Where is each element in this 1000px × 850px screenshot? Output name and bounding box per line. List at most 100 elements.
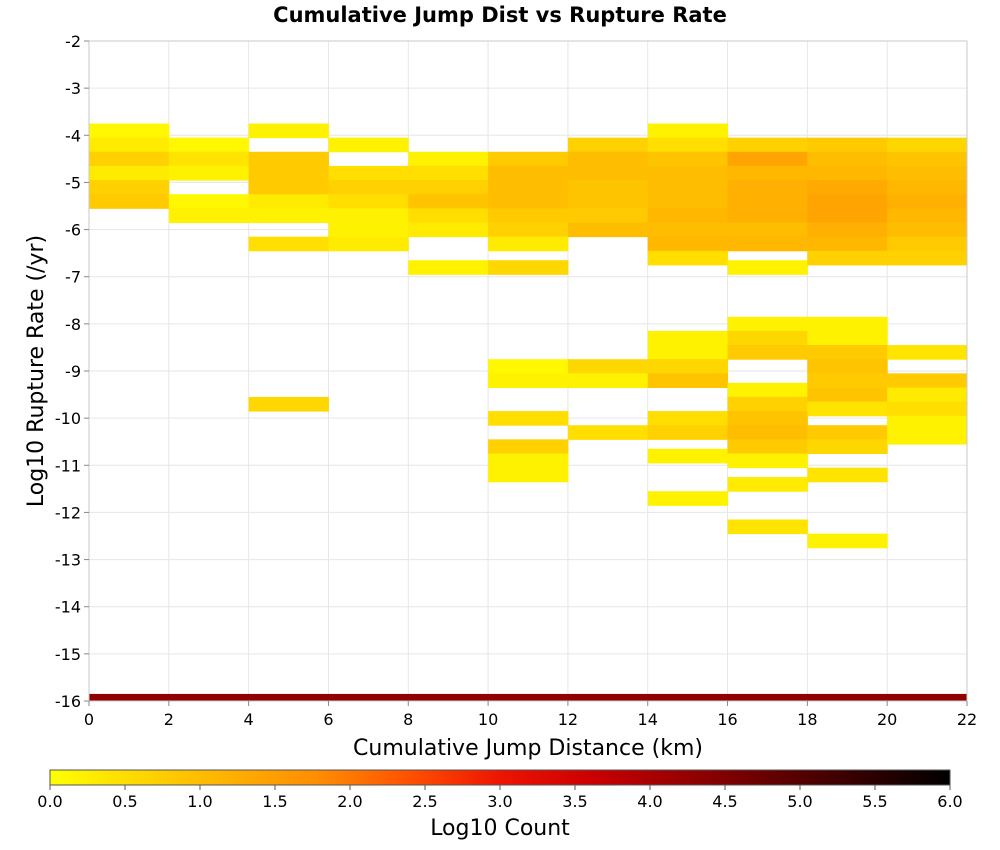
heatmap-cell	[488, 467, 569, 483]
x-tick-label: 16	[717, 710, 737, 729]
heatmap-cell	[168, 693, 250, 701]
heatmap-cell	[248, 123, 329, 139]
heatmap-cell	[647, 236, 729, 252]
colorbar-tick-label: 0.5	[112, 792, 137, 811]
heatmap-cell	[887, 151, 967, 167]
y-tick-label: -3	[65, 79, 81, 98]
heatmap-cell	[647, 165, 729, 181]
y-tick-label: -16	[55, 692, 81, 711]
heatmap-cell	[408, 260, 489, 275]
heatmap-cell	[807, 208, 888, 223]
heatmap-cell	[328, 194, 409, 209]
heatmap-cell	[807, 373, 888, 388]
heatmap-cell	[807, 236, 888, 252]
heatmap-cell	[807, 222, 888, 238]
heatmap-cell	[727, 396, 808, 412]
colorbar-tick-label: 1.0	[187, 792, 212, 811]
heatmap-cell	[727, 330, 808, 346]
heatmap-cell	[887, 208, 967, 223]
heatmap-cell	[328, 137, 409, 153]
heatmap-cell	[727, 693, 808, 701]
heatmap-cell	[647, 222, 729, 238]
heatmap-cell	[488, 180, 569, 195]
y-tick-label: -14	[55, 598, 81, 617]
heatmap-cell	[488, 439, 569, 454]
heatmap-cells	[89, 123, 967, 701]
heatmap-cell	[887, 387, 967, 403]
heatmap-cell	[89, 693, 170, 701]
heatmap-cell	[647, 345, 729, 360]
x-tick-label: 14	[638, 710, 658, 729]
heatmap-cell	[807, 533, 888, 549]
heatmap-cell	[328, 208, 409, 223]
heatmap-cell	[488, 693, 569, 701]
heatmap-cell	[647, 491, 729, 506]
heatmap-cell	[647, 359, 729, 374]
heatmap-cell	[408, 222, 489, 238]
heatmap-cell	[567, 137, 649, 153]
heatmap-cell	[248, 194, 329, 209]
heatmap-cell	[727, 477, 808, 492]
heatmap-cell	[89, 151, 170, 167]
heatmap-cell	[887, 415, 967, 431]
heatmap-cell	[488, 208, 569, 223]
heatmap-cell	[567, 151, 649, 167]
heatmap-cell	[807, 151, 888, 167]
heatmap-cell	[727, 137, 808, 153]
heatmap-cell	[727, 382, 808, 398]
y-tick-label: -11	[55, 456, 81, 475]
colorbar-ticks: 0.0 0.5 1.0 1.5 2.0 2.5 3.0 3.5 4.0 4.5 5.0 5.5 6.0	[37, 785, 963, 811]
y-axis-ticks: -2 -3 -4 -5 -6 -7 -8 -9 -10 -11 -12 -13 -14 -15 -16	[55, 32, 89, 711]
heatmap-cell	[887, 693, 967, 701]
colorbar-tick-label: 2.0	[337, 792, 362, 811]
heatmap-cell	[488, 151, 569, 167]
colorbar-tick-label: 3.5	[562, 792, 587, 811]
heatmap-cell	[248, 208, 329, 223]
y-tick-label: -5	[65, 173, 81, 192]
heatmap-cell	[727, 151, 808, 167]
heatmap-cell	[807, 316, 888, 332]
heatmap-cell	[248, 180, 329, 195]
heatmap-cell	[567, 693, 649, 701]
x-axis-title: Cumulative Jump Distance (km)	[353, 736, 703, 761]
heatmap-cell	[328, 165, 409, 181]
heatmap-cell	[727, 208, 808, 223]
heatmap-cell	[887, 222, 967, 238]
heatmap-cell	[647, 330, 729, 346]
y-tick-label: -4	[65, 126, 81, 145]
chart-title: Cumulative Jump Dist vs Rupture Rate	[273, 3, 727, 27]
heatmap-cell	[408, 693, 489, 701]
x-tick-label: 0	[84, 710, 94, 729]
x-tick-label: 8	[403, 710, 413, 729]
y-tick-label: -2	[65, 32, 81, 51]
heatmap-cell	[887, 194, 967, 209]
x-tick-label: 22	[957, 710, 977, 729]
heatmap-cell	[807, 467, 888, 483]
heatmap-cell	[248, 165, 329, 181]
heatmap-cell	[807, 165, 888, 181]
heatmap-cell	[727, 180, 808, 195]
x-tick-label: 6	[323, 710, 333, 729]
heatmap-cell	[168, 137, 250, 153]
heatmap-cell	[168, 151, 250, 167]
heatmap-cell	[807, 387, 888, 403]
colorbar-tick-label: 6.0	[937, 792, 962, 811]
heatmap-cell	[89, 165, 170, 181]
heatmap-cell	[727, 236, 808, 252]
colorbar	[49, 769, 951, 786]
heatmap-cell	[807, 330, 888, 346]
y-tick-label: -12	[55, 503, 81, 522]
heatmap-cell	[647, 425, 729, 440]
heatmap-cell	[887, 401, 967, 417]
heatmap-cell	[168, 165, 250, 181]
x-tick-label: 20	[877, 710, 897, 729]
heatmap-cell	[647, 373, 729, 388]
heatmap-cell	[647, 693, 729, 701]
heatmap-cell	[567, 373, 649, 388]
y-tick-label: -9	[65, 362, 81, 381]
heatmap-cell	[647, 208, 729, 223]
heatmap-cell	[408, 165, 489, 181]
heatmap-cell	[168, 194, 250, 209]
heatmap-cell	[727, 165, 808, 181]
